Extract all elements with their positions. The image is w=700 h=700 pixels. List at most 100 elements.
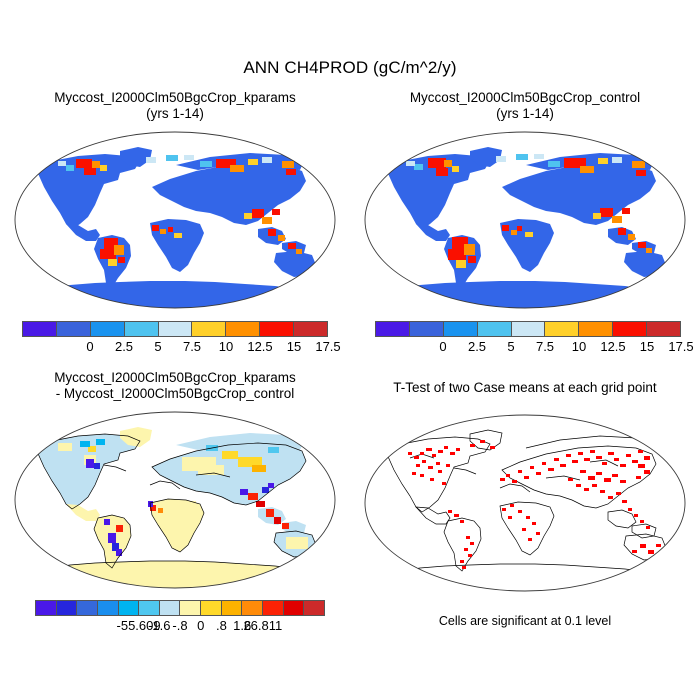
colorbar-segment-8 [647,322,681,336]
colorbar-tick-label: 0 [439,339,447,354]
map-bottom-right-svg [364,414,686,592]
colorbar-segment-2 [443,322,478,336]
map-bottom-left[interactable] [0,405,350,595]
map-top-right-svg [364,131,686,309]
coastline-layer [385,429,669,577]
panel-bottom-left-title: Myccost_I2000Clm50BgcCrop_kparams - Mycc… [0,370,350,402]
landmass-greenland [120,147,152,167]
colorbar-top-left-strip [22,321,328,337]
colorbar-segment-0 [376,322,410,336]
ttest-caption: Cells are significant at 0.1 level [438,614,612,628]
colorbar-segment-1 [56,601,78,615]
colorbar-segment-6 [159,601,181,615]
colorbar-difference-strip [35,600,325,616]
colorbar-segment-7 [180,601,202,615]
panel-top-left: Myccost_I2000Clm50BgcCrop_kparams (yrs 1… [0,90,350,315]
map-frame-ellipse [14,411,336,589]
landmass-central-america [416,224,450,241]
panel-bottom-left: Myccost_I2000Clm50BgcCrop_kparams - Mycc… [0,370,350,595]
colorbar-tick-label: 10 [218,339,234,354]
colorbar-segment-3 [124,322,159,336]
landmass-greenland [120,427,152,447]
map-top-left[interactable] [0,125,350,315]
colorbar-segment-4 [511,322,546,336]
colorbar-tick-label: 12.5 [600,339,626,354]
colorbar-tick-label: 1.6 [233,618,252,633]
landmass-southeast-asia [608,227,636,245]
colorbar-segment-2 [90,322,125,336]
colorbar-segment-5 [192,322,227,336]
panel-top-left-title-line1: Myccost_I2000Clm50BgcCrop_kparams [54,90,296,105]
colorbar-tick-label: 26.811 [243,618,283,633]
colorbar-tick-label: 2.5 [467,339,487,354]
colorbar-segment-13 [304,601,324,615]
colorbar-segment-11 [263,601,284,615]
landmass-greenland [470,147,502,167]
colorbar-top-left[interactable]: 0 2.5 5 7.5 10 12.5 15 17.5 [22,321,341,357]
colorbar-top-right-strip [375,321,681,337]
panel-top-left-title: Myccost_I2000Clm50BgcCrop_kparams (yrs 1… [0,90,350,122]
colorbar-tick-label: 12.5 [247,339,273,354]
map-bottom-left-svg [14,411,336,589]
colorbar-segment-0 [36,601,57,615]
colorbar-segment-10 [242,601,264,615]
colorbar-segment-7 [613,322,648,336]
panel-bottom-right: T-Test of two Case means at each grid po… [350,380,700,598]
panel-bottom-right-title: T-Test of two Case means at each grid po… [350,380,700,396]
colorbar-tick-label: 7.5 [535,339,555,354]
landmass-central-america [66,504,100,521]
difference-anomaly-layer [58,439,308,556]
colorbar-tick-label: 2.5 [114,339,134,354]
colorbar-segment-8 [294,322,328,336]
landmass-eurasia [502,163,656,225]
colorbar-tick-label: 17.5 [315,339,341,354]
colorbar-top-left-labels: 0 2.5 5 7.5 10 12.5 15 17.5 [22,339,340,357]
landmass-australia [624,251,666,277]
landmass-antarctica [45,281,310,308]
page-title: ANN CH4PROD (gC/m^2/y) [243,58,457,77]
panel-top-left-title-line2: (yrs 1-14) [146,106,204,121]
map-bottom-left-data-layer [36,427,316,588]
colorbar-tick-label: 10 [571,339,587,354]
hotspot-layer [58,155,302,266]
map-bottom-right[interactable] [350,408,700,598]
colorbar-segment-3 [477,322,512,336]
map-top-right[interactable] [350,125,700,315]
colorbar-top-right-labels: 0 2.5 5 7.5 10 12.5 15 17.5 [375,339,693,357]
panel-top-right: Myccost_I2000Clm50BgcCrop_control (yrs 1… [350,90,700,315]
panel-bottom-left-title-line1: Myccost_I2000Clm50BgcCrop_kparams [54,370,296,385]
colorbar-tick-label: -55.609 [116,618,161,633]
colorbar-tick-label: -.8 [172,618,188,633]
colorbar-difference-labels: -55.609 -1.6 -.8 0 .8 1.6 26.811 [35,618,325,636]
landmass-australia [274,251,316,277]
map-top-right-data-layer [386,147,666,308]
panel-top-right-title: Myccost_I2000Clm50BgcCrop_control (yrs 1… [350,90,700,122]
colorbar-segment-1 [409,322,444,336]
colorbar-top-right[interactable]: 0 2.5 5 7.5 10 12.5 15 17.5 [375,321,694,357]
landmass-north-america [36,154,140,229]
map-frame-ellipse [14,131,336,309]
colorbar-tick-label: 7.5 [182,339,202,354]
colorbar-difference[interactable]: -55.609 -1.6 -.8 0 .8 1.6 26.811 [35,600,325,636]
hotspot-layer [406,154,652,268]
landmass-north-america [386,154,490,229]
map-frame-ellipse [364,414,686,592]
colorbar-segment-6 [579,322,614,336]
panel-top-right-title-line2: (yrs 1-14) [496,106,554,121]
colorbar-segment-9 [221,601,243,615]
colorbar-tick-label: 15 [286,339,302,354]
colorbar-segment-8 [201,601,222,615]
significance-marker-layer [408,440,669,569]
panel-bottom-right-title-line1: T-Test of two Case means at each grid po… [393,380,657,395]
colorbar-tick-label: 17.5 [668,339,694,354]
colorbar-segment-4 [118,601,140,615]
colorbar-segment-12 [283,601,305,615]
colorbar-segment-3 [97,601,119,615]
landmass-north-america [36,434,140,509]
colorbar-tick-label: 0 [197,618,205,633]
colorbar-tick-label: -1.6 [148,618,171,633]
colorbar-segment-6 [226,322,261,336]
landmass-eurasia [152,163,306,225]
panel-top-right-title-line1: Myccost_I2000Clm50BgcCrop_control [409,90,641,105]
